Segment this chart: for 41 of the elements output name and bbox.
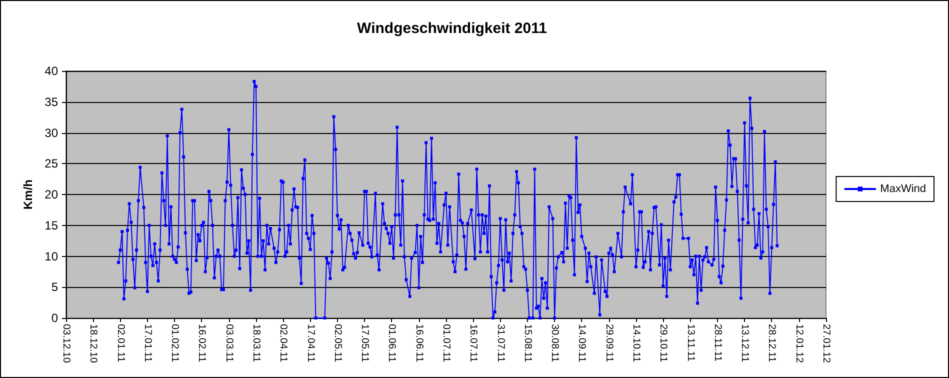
x-tick-label: 02.01.11: [114, 324, 126, 363]
x-tick-label: 29.10.11: [658, 324, 669, 363]
chart-title: Windgeschwindigkeit 2011: [357, 20, 547, 37]
x-tick-label: 27.01.12: [820, 324, 832, 364]
y-tick-label: 10: [44, 249, 58, 264]
x-tick-label: 16.02.11: [196, 324, 208, 363]
x-tick-label: 28.11.11: [712, 324, 723, 362]
x-tick-label: 03.12.10: [60, 324, 72, 364]
y-tick-label: 0: [51, 311, 58, 325]
x-tick-label: 17.04.11: [304, 324, 316, 363]
x-tick-label: 16.06.11: [413, 324, 424, 363]
x-tick-label: 14.10.11: [630, 324, 642, 363]
x-tick-label: 13.12.11: [739, 324, 750, 363]
x-tick-label: 01.06.11: [386, 324, 398, 363]
x-tick-label: 02.04.11: [278, 324, 289, 363]
x-tick-label: 17.01.11: [142, 324, 153, 363]
x-tick-label: 30.08.11: [549, 324, 560, 363]
x-tick-label: 02.05.11: [332, 324, 343, 363]
x-tick-label: 14.09.11: [576, 324, 588, 363]
x-tick-label: 17.05.11: [359, 324, 370, 363]
x-tick-label: 13.11.11: [684, 324, 696, 362]
x-tick-label: 01.07.11: [440, 324, 452, 363]
y-tick-label: 5: [51, 280, 58, 294]
x-tick-label: 31.07.11: [494, 324, 506, 363]
y-tick-label: 25: [44, 156, 58, 171]
x-tick-label: 18.12.10: [88, 324, 99, 364]
x-tick-label: 18.03.11: [250, 324, 262, 363]
legend-label: MaxWind: [880, 183, 926, 195]
x-tick-label: 03.03.11: [223, 324, 234, 363]
y-tick-label: 20: [44, 188, 58, 202]
x-tick-label: 29.09.11: [603, 324, 614, 363]
y-tick-label: 30: [44, 126, 58, 140]
y-tick-label: 40: [44, 64, 58, 78]
x-tick-label: 01.02.11: [169, 324, 180, 363]
x-tick-label: 15.08.11: [522, 324, 533, 363]
x-tick-label: 16.07.11: [468, 324, 479, 363]
y-tick-label: 15: [44, 218, 58, 232]
y-axis-title: Km/h: [20, 180, 35, 210]
x-tick-label: 12.01.12: [793, 324, 804, 364]
x-tick-label: 28.12.11: [766, 324, 778, 363]
y-tick-label: 35: [44, 94, 58, 109]
